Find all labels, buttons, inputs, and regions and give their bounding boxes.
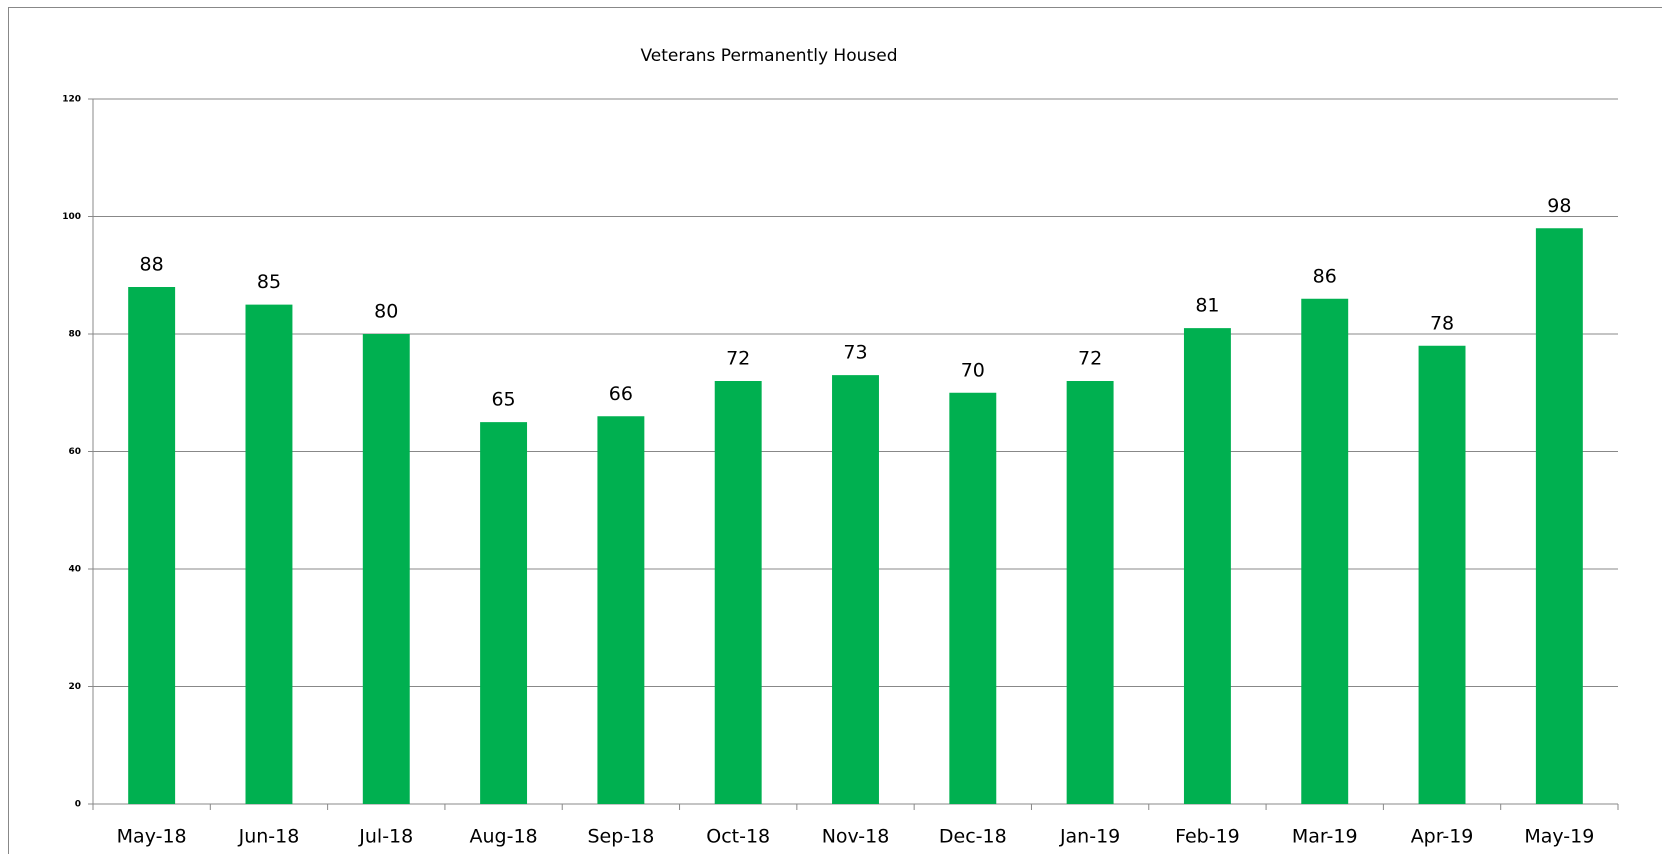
chart-title: Veterans Permanently Housed (640, 46, 897, 66)
y-tick-label: 100 (62, 212, 81, 222)
bar (714, 381, 762, 804)
data-label: 73 (843, 342, 867, 364)
x-tick-label: Nov-18 (822, 826, 890, 848)
data-label: 72 (726, 348, 750, 370)
data-label: 98 (1547, 195, 1571, 217)
x-tick-label: Jul-18 (358, 826, 413, 848)
data-label: 80 (374, 301, 398, 323)
bar (1066, 381, 1114, 804)
bar (1183, 328, 1231, 804)
x-tick-label: Sep-18 (587, 826, 654, 848)
data-label: 65 (491, 389, 515, 411)
bar (1301, 298, 1349, 804)
bar (362, 334, 410, 804)
data-label: 70 (961, 359, 985, 381)
bar (245, 304, 293, 804)
data-label: 88 (140, 254, 164, 276)
bar (480, 422, 528, 804)
bar (832, 375, 879, 804)
y-tick-label: 0 (75, 800, 81, 810)
chart-border (8, 7, 1662, 854)
x-tick-label: Aug-18 (470, 826, 538, 848)
x-tick-label: Mar-19 (1292, 826, 1358, 848)
data-label: 72 (1078, 348, 1102, 370)
bar (597, 416, 645, 804)
y-tick-label: 20 (68, 682, 81, 692)
bar (1418, 345, 1466, 804)
x-tick-label: Jan-19 (1059, 826, 1120, 848)
data-label: 66 (609, 383, 633, 405)
data-label: 86 (1313, 265, 1337, 287)
data-label: 81 (1195, 295, 1219, 317)
bar (128, 287, 176, 804)
bar (1535, 228, 1583, 804)
y-tick-label: 120 (62, 95, 81, 105)
y-tick-label: 60 (68, 447, 81, 457)
y-tick-label: 80 (68, 330, 81, 340)
x-tick-label: Apr-19 (1411, 826, 1474, 848)
x-tick-label: Feb-19 (1175, 826, 1240, 848)
bar (949, 392, 997, 804)
y-tick-label: 40 (68, 565, 81, 575)
x-tick-label: May-19 (1524, 826, 1594, 848)
x-tick-label: May-18 (117, 826, 187, 848)
data-label: 78 (1430, 312, 1454, 334)
x-tick-label: Oct-18 (706, 826, 770, 848)
data-label: 85 (257, 271, 281, 293)
x-tick-label: Jun-18 (238, 826, 300, 848)
x-tick-label: Dec-18 (939, 826, 1007, 848)
